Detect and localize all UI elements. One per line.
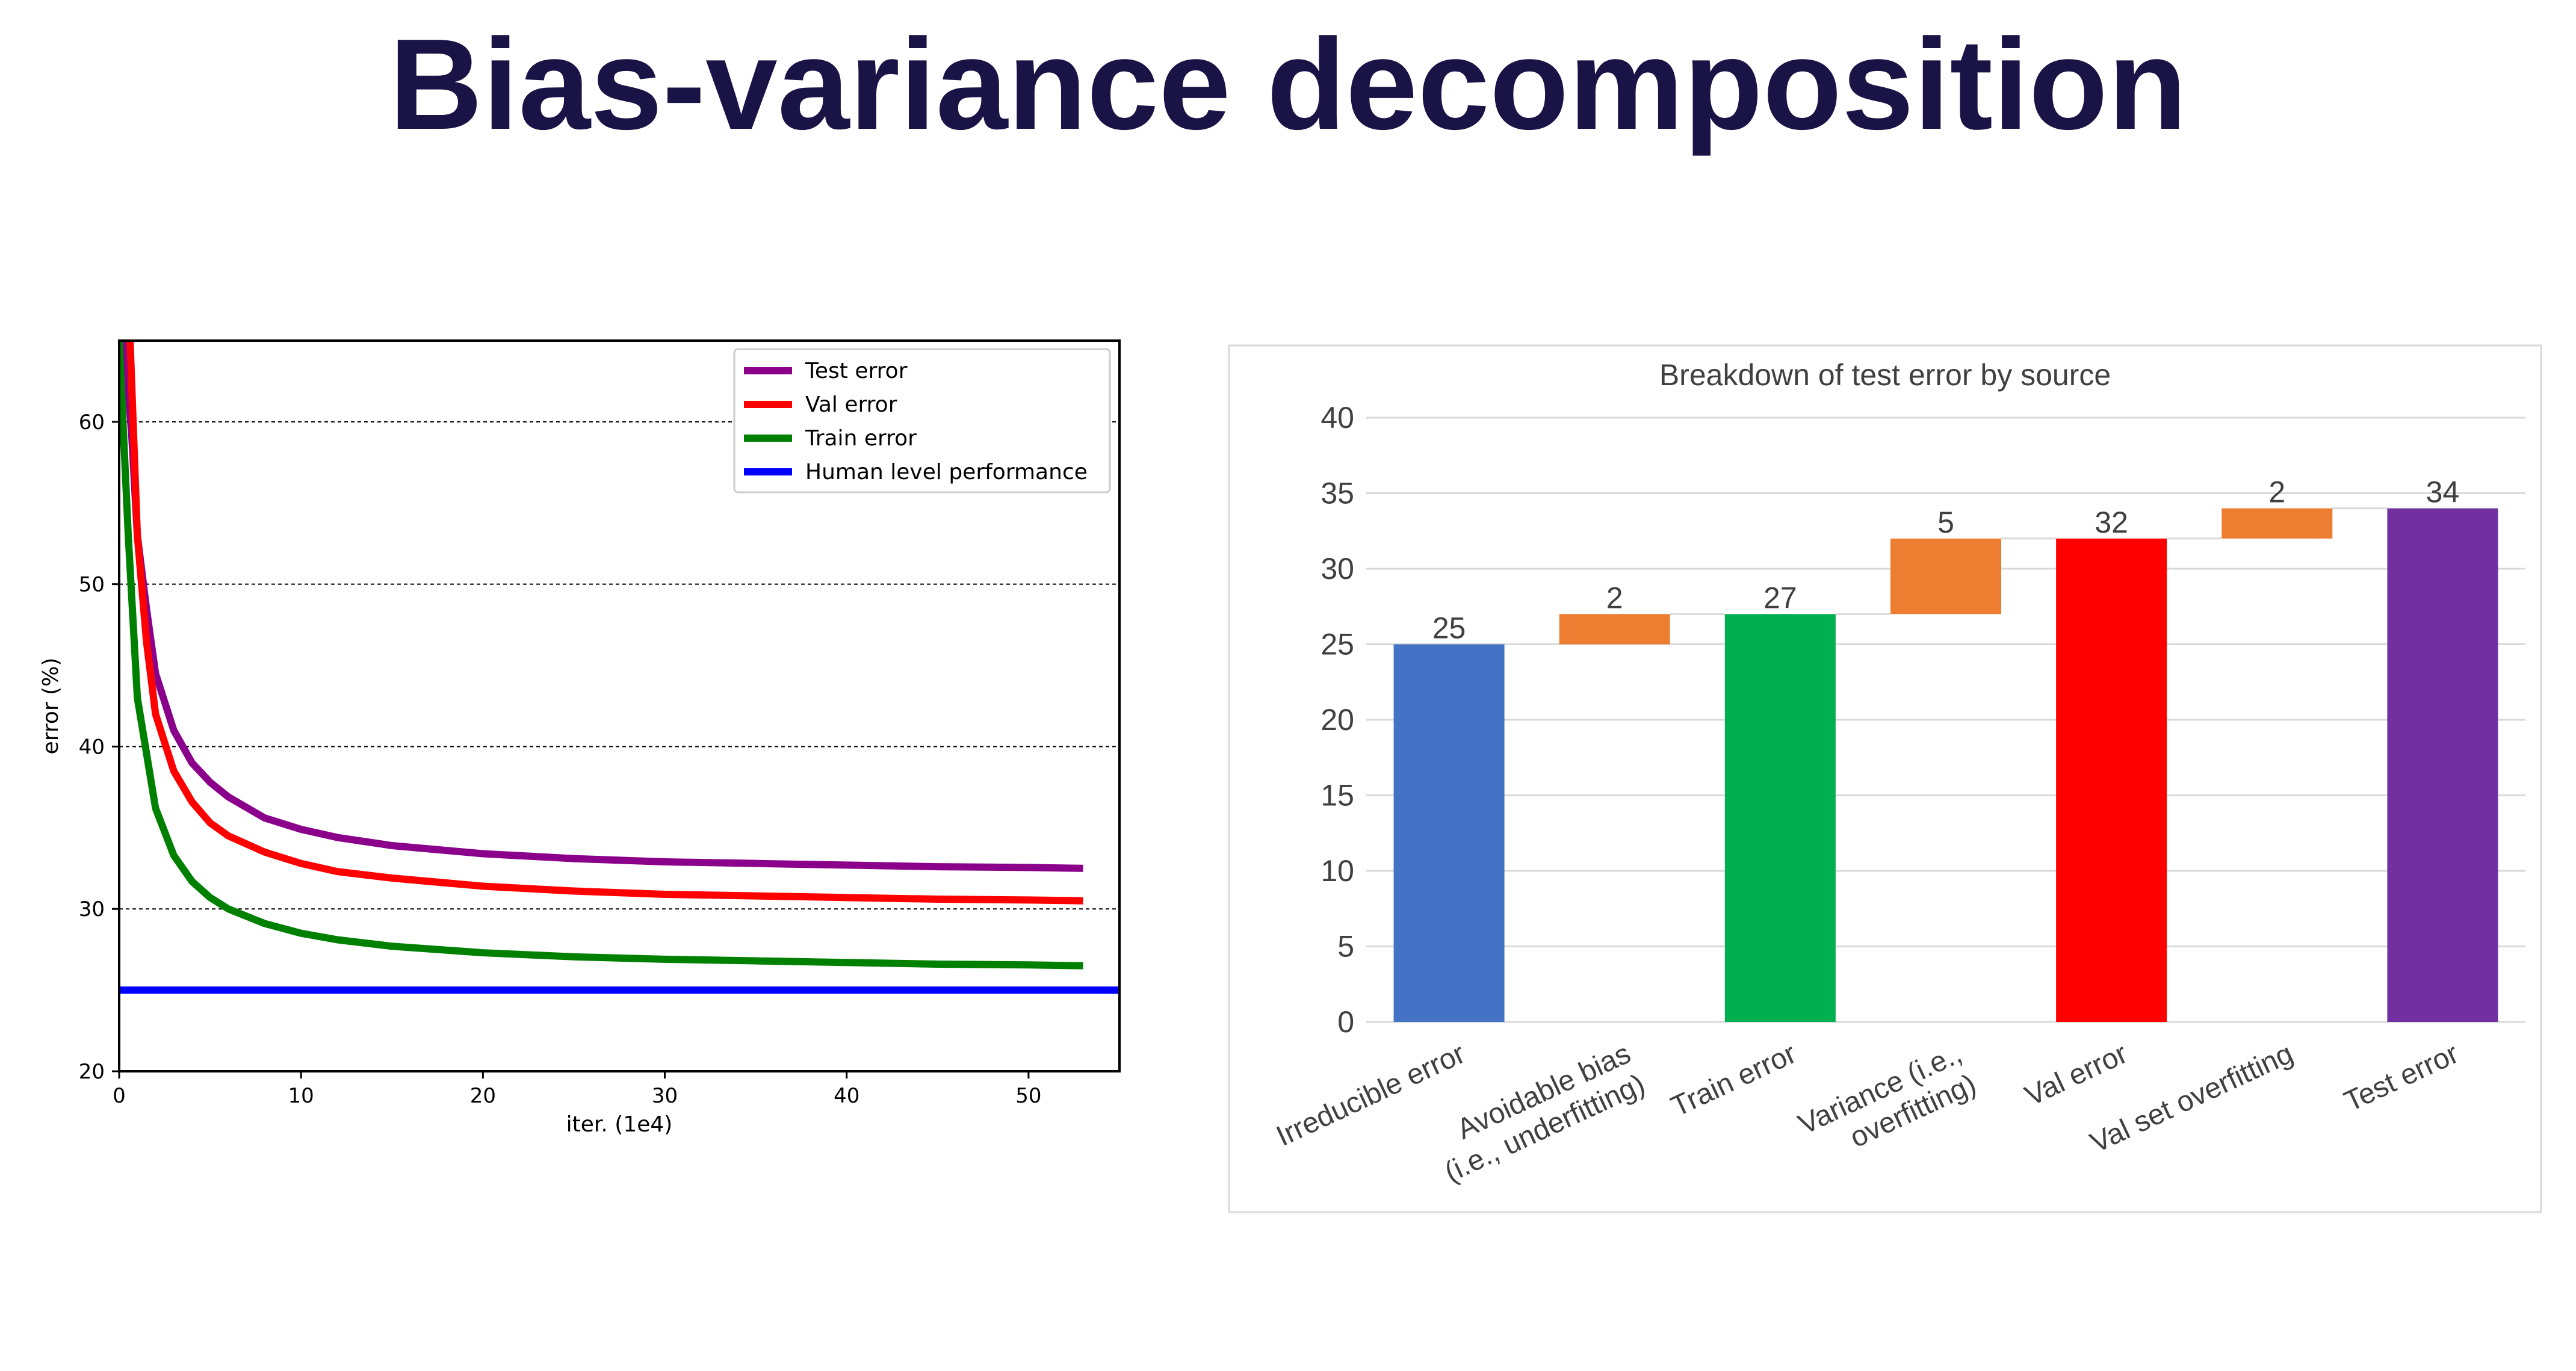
data-label: 5 [1937,506,1954,539]
axis-ticks: 0 5 10 15 20 25 30 35 40 [1321,401,1354,1039]
y-tick-label: 30 [1321,552,1354,586]
y-tick-label: 40 [1321,401,1354,435]
bar [1559,614,1670,645]
x-tick-label: 20 [470,1084,496,1108]
y-tick-label: 0 [1337,1005,1354,1039]
y-tick-label: 10 [1321,854,1354,888]
gridlines [1366,416,2525,1023]
legend: Test error Val error Train error Human leve… [733,348,1111,494]
category-label: Variance (i.e.,overfitting) [1794,1038,1981,1171]
y-axis-label: error (%) [39,658,63,755]
series-line [126,341,1083,905]
bar [2221,508,2333,539]
x-tick-label: 40 [834,1084,859,1108]
legend-label: Train error [805,426,917,451]
series-lines [119,341,1119,994]
x-tick-label: 10 [288,1084,314,1108]
data-label: 25 [1432,611,1466,645]
data-label: 2 [2268,475,2285,509]
category-label: Train error [1667,1038,1801,1123]
y-tick-label: 15 [1321,779,1354,812]
legend-label: Human level performance [805,460,1088,484]
y-tick-label: 25 [1321,628,1354,661]
legend-box [733,348,1111,494]
y-tick-label: 30 [79,897,105,921]
page-title: Bias-variance decomposition [389,11,2187,156]
y-tick-label: 20 [1321,703,1354,737]
gridlines [119,421,1119,910]
y-tick-label: 40 [79,735,105,759]
chart-border [1228,344,2542,1213]
bar [1724,614,1836,1022]
bar [2056,538,2167,1022]
series-line [119,341,1083,970]
x-tick-label: 0 [113,1084,126,1108]
category-label: Irreducible error [1272,1038,1470,1153]
x-tick-label: 30 [652,1084,678,1108]
bar [1393,644,1505,1022]
chart-title: Breakdown of test error by source [1659,358,2111,392]
series-line [121,341,1083,872]
y-tick-label: 50 [79,573,105,597]
category-label: Test error [2339,1038,2463,1118]
y-tick-label: 60 [79,410,105,435]
bars: 25 2 27 5 32 2 34 [1393,475,2498,1022]
legend-label: Test error [805,359,908,383]
category-label: Val error [2020,1038,2132,1112]
connector-lines [1504,507,2388,645]
data-label: 27 [1763,581,1797,614]
y-tick-label: 20 [79,1060,105,1084]
bar [1890,538,2001,614]
data-label: 32 [2095,506,2128,539]
bar [2387,508,2498,1022]
x-axis-label: iter. (1e4) [566,1112,673,1137]
plot-frame [118,339,1121,1072]
x-tick-label: 50 [1015,1084,1041,1108]
data-label: 2 [1606,581,1623,614]
y-tick-label: 35 [1321,477,1354,510]
y-tick-label: 5 [1337,930,1354,964]
axis-ticks: 0 10 20 30 40 50 20 30 40 50 60 [79,410,1042,1108]
data-label: 34 [2426,475,2460,509]
legend-label: Val error [805,392,897,417]
